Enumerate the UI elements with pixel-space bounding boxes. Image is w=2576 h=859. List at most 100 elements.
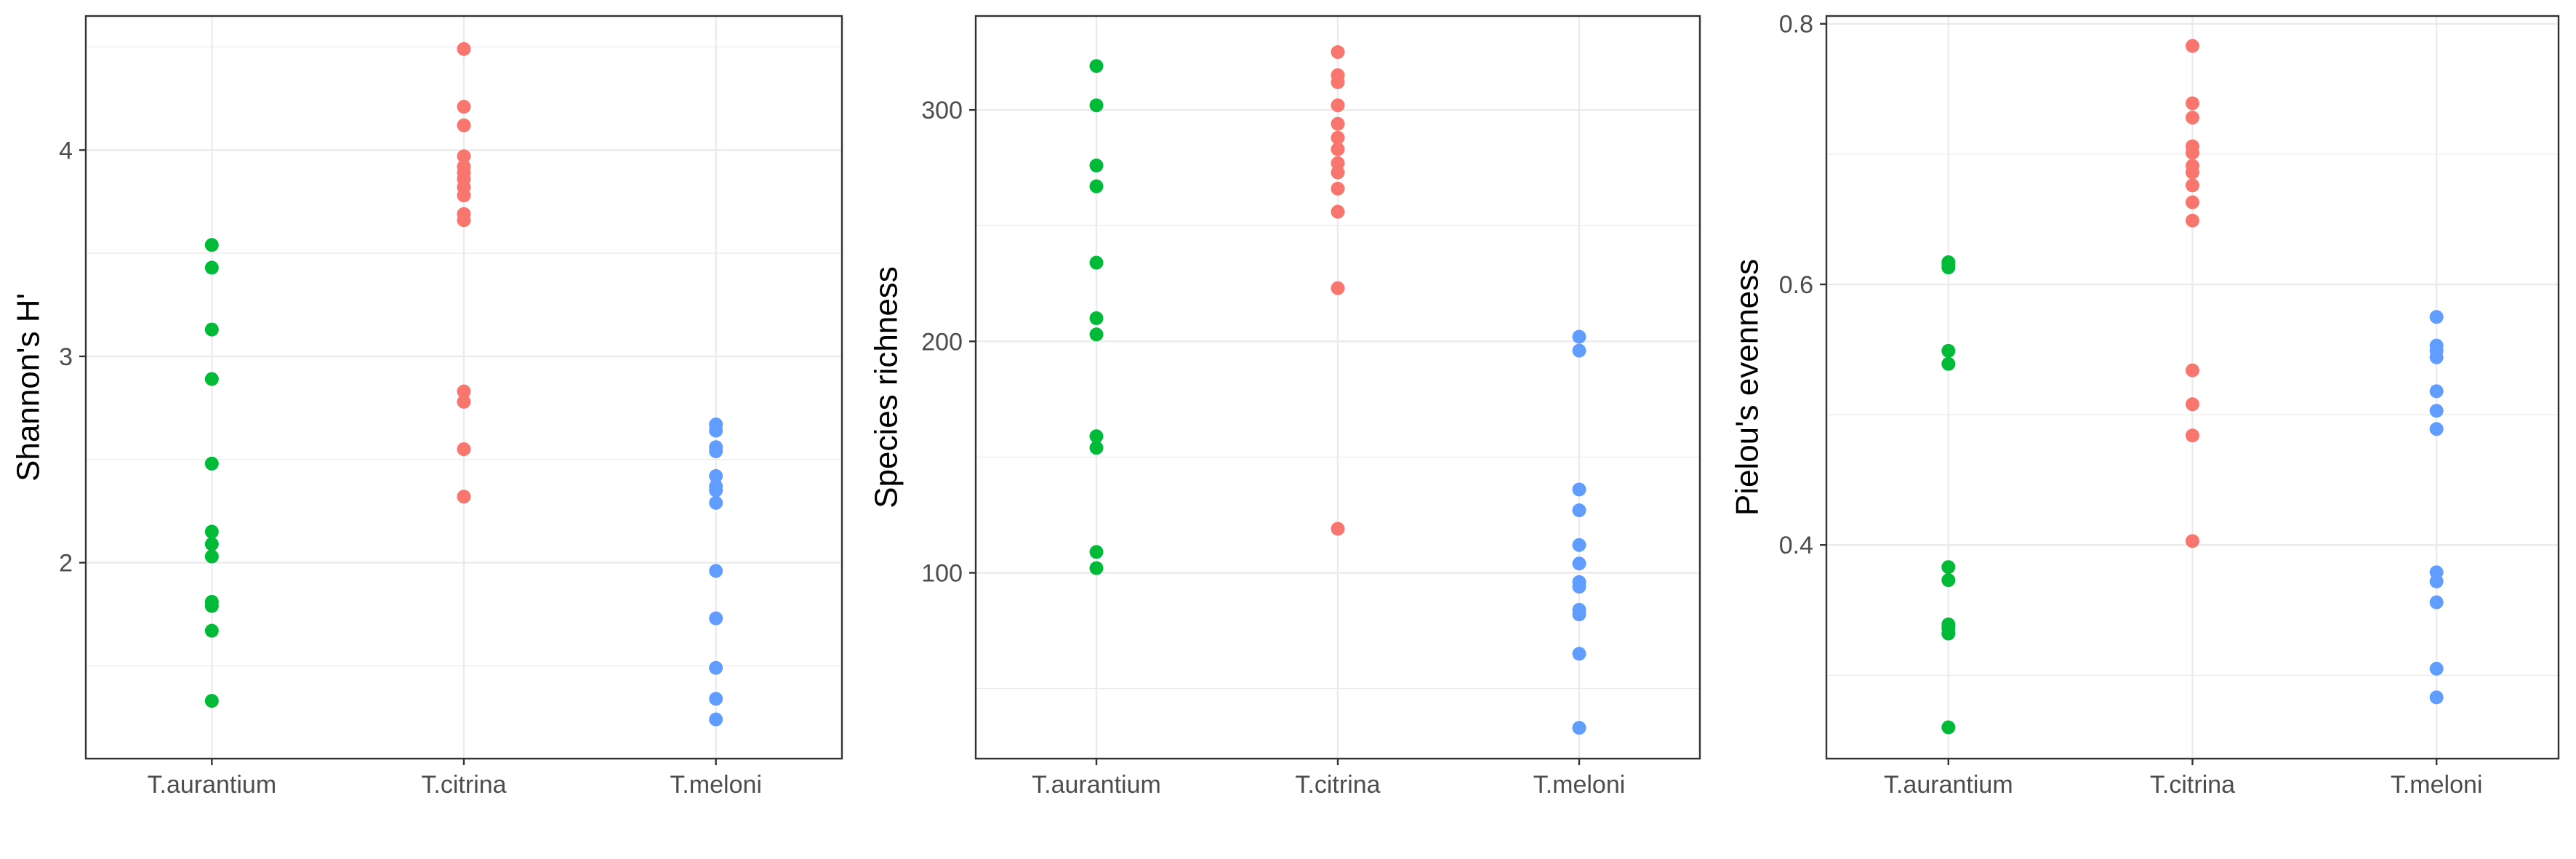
y-axis-title: Pielou's evenness [1730, 259, 1765, 516]
data-point-t-citrina [1331, 130, 1345, 145]
y-axis-title: Shannon's H' [11, 293, 47, 482]
data-point-t-citrina [457, 188, 471, 203]
data-point-t-citrina [1331, 98, 1345, 113]
data-point-t-citrina [1331, 116, 1345, 131]
x-tick-label: T.meloni [670, 771, 762, 799]
y-axis-title: Species richness [869, 266, 904, 508]
data-point-t-aurantium [204, 322, 219, 337]
data-point-t-citrina [2186, 195, 2199, 209]
data-point-t-citrina [457, 41, 471, 56]
data-point-t-aurantium [1089, 441, 1104, 455]
data-point-t-aurantium [1941, 626, 1956, 641]
data-point-t-meloni [709, 611, 723, 626]
data-point-t-citrina [457, 442, 471, 457]
data-point-t-citrina [1331, 142, 1345, 156]
data-point-t-aurantium [204, 238, 219, 252]
y-tick-label: 0.6 [1779, 271, 1813, 299]
data-point-t-citrina [1331, 45, 1345, 60]
data-point-t-aurantium [1941, 560, 1956, 575]
panel-species-richness: 100 200 300 T.aurantium T.citrina T.meloni Spe… [869, 15, 1701, 799]
y-tick-label: 0.4 [1779, 532, 1813, 559]
y-tick-label: 2 [59, 550, 73, 578]
data-point-t-meloni [2429, 690, 2444, 705]
data-point-t-citrina [2186, 111, 2199, 125]
data-point-t-aurantium [204, 694, 219, 708]
y-tick-label: 300 [921, 97, 963, 124]
data-point-t-meloni [2429, 384, 2444, 399]
data-point-t-meloni [2429, 350, 2444, 364]
data-point-t-aurantium [1089, 429, 1104, 444]
data-point-t-aurantium [1089, 327, 1104, 342]
data-point-t-meloni [709, 660, 723, 675]
x-tick-label: T.aurantium [1884, 771, 2013, 799]
data-point-t-aurantium [1941, 343, 1956, 358]
data-point-t-aurantium [1089, 59, 1104, 73]
data-point-t-aurantium [204, 456, 219, 471]
data-point-t-aurantium [204, 524, 219, 539]
data-point-t-aurantium [204, 372, 219, 386]
data-point-t-aurantium [1941, 260, 1956, 275]
y-tick-label: 0.8 [1779, 11, 1813, 39]
data-point-t-meloni [1572, 329, 1586, 344]
data-point-t-aurantium [1089, 255, 1104, 270]
x-tick-label: T.meloni [2391, 771, 2483, 799]
data-point-t-meloni [2429, 422, 2444, 436]
data-point-t-aurantium [1089, 561, 1104, 575]
data-point-t-citrina [2186, 213, 2199, 228]
x-tick-label: T.citrina [2150, 771, 2235, 799]
data-point-t-aurantium [204, 537, 219, 551]
data-point-t-citrina [1331, 75, 1345, 89]
data-point-t-citrina [1331, 165, 1345, 180]
panel-shannon: 2 3 4 T.aurantium T.citrina T.meloni Shannon's… [11, 15, 843, 799]
y-tick-label: 100 [921, 560, 963, 588]
data-point-t-meloni [1572, 556, 1586, 571]
data-point-t-citrina [457, 149, 471, 164]
data-point-t-meloni [1572, 580, 1586, 594]
x-tick-label: T.aurantium [1032, 771, 1161, 799]
data-point-t-citrina [457, 118, 471, 132]
data-point-t-aurantium [1089, 545, 1104, 559]
data-point-t-meloni [2429, 310, 2444, 324]
y-tick-label: 3 [59, 343, 73, 371]
data-point-t-meloni [709, 692, 723, 706]
data-point-t-aurantium [1089, 311, 1104, 326]
data-point-t-meloni [709, 468, 723, 483]
data-point-t-aurantium [204, 549, 219, 564]
data-point-t-citrina [457, 490, 471, 504]
data-point-t-aurantium [204, 599, 219, 613]
data-point-t-meloni [709, 444, 723, 458]
y-tick-label: 200 [921, 328, 963, 356]
data-point-t-citrina [2186, 397, 2199, 412]
data-point-t-aurantium [1941, 573, 1956, 588]
data-point-t-aurantium [1089, 159, 1104, 173]
x-tick-label: T.citrina [421, 771, 506, 799]
data-point-t-aurantium [204, 260, 219, 275]
x-tick-label: T.citrina [1295, 771, 1380, 799]
data-point-t-citrina [2186, 428, 2199, 443]
data-point-t-aurantium [1089, 98, 1104, 113]
data-point-t-citrina [1331, 281, 1345, 295]
data-point-t-citrina [457, 213, 471, 228]
data-point-t-meloni [1572, 482, 1586, 497]
data-point-t-citrina [1331, 522, 1345, 536]
data-point-t-citrina [2186, 178, 2199, 193]
data-point-t-citrina [457, 394, 471, 409]
data-point-t-meloni [709, 712, 723, 727]
data-point-t-citrina [2186, 96, 2199, 111]
x-tick-label: T.meloni [1533, 771, 1626, 799]
data-point-t-aurantium [1941, 720, 1956, 735]
data-point-t-meloni [1572, 607, 1586, 622]
data-point-t-citrina [2186, 534, 2199, 548]
data-point-t-citrina [2186, 145, 2199, 160]
data-point-t-meloni [1572, 721, 1586, 735]
data-point-t-citrina [2186, 39, 2199, 53]
data-point-t-citrina [2186, 363, 2199, 377]
data-point-t-meloni [1572, 503, 1586, 518]
data-point-t-aurantium [1089, 179, 1104, 193]
y-tick-label: 4 [59, 137, 73, 164]
data-point-t-meloni [709, 564, 723, 578]
data-point-t-citrina [1331, 181, 1345, 196]
data-point-t-meloni [1572, 343, 1586, 358]
data-point-t-meloni [2429, 661, 2444, 676]
